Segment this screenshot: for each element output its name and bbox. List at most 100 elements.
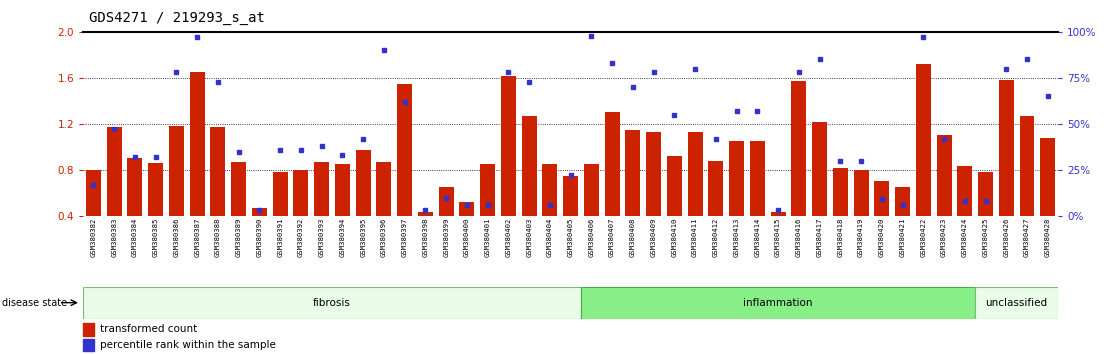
Bar — [667, 156, 681, 262]
Bar — [439, 187, 453, 262]
Text: GSM380424: GSM380424 — [962, 217, 967, 257]
Bar — [418, 212, 433, 262]
Bar — [189, 72, 205, 262]
Text: GSM380393: GSM380393 — [319, 217, 325, 257]
Bar — [936, 135, 952, 262]
Bar — [708, 161, 724, 262]
Bar — [770, 212, 786, 262]
Text: GSM380408: GSM380408 — [629, 217, 636, 257]
Bar — [148, 163, 163, 262]
Text: GSM380404: GSM380404 — [547, 217, 553, 257]
Bar — [957, 166, 972, 262]
Text: GSM380409: GSM380409 — [650, 217, 657, 257]
Bar — [791, 81, 807, 262]
Bar — [729, 141, 745, 262]
Bar — [335, 164, 350, 262]
Bar — [543, 164, 557, 262]
Text: GSM380416: GSM380416 — [796, 217, 802, 257]
Bar — [584, 164, 598, 262]
Bar — [625, 130, 640, 262]
Text: inflammation: inflammation — [743, 298, 813, 308]
Bar — [294, 170, 308, 262]
FancyBboxPatch shape — [83, 287, 581, 319]
Text: GSM380412: GSM380412 — [712, 217, 719, 257]
Bar — [895, 187, 910, 262]
Bar — [978, 172, 993, 262]
Bar — [1019, 116, 1035, 262]
Text: GSM380395: GSM380395 — [360, 217, 366, 257]
Text: GSM380400: GSM380400 — [464, 217, 470, 257]
Text: GSM380423: GSM380423 — [941, 217, 947, 257]
Bar — [127, 159, 143, 262]
Text: GSM380410: GSM380410 — [671, 217, 677, 257]
Text: GSM380392: GSM380392 — [298, 217, 304, 257]
Text: GSM380398: GSM380398 — [422, 217, 429, 257]
Text: GSM380397: GSM380397 — [402, 217, 408, 257]
Text: unclassified: unclassified — [986, 298, 1048, 308]
Bar — [232, 162, 246, 262]
Text: GSM380422: GSM380422 — [921, 217, 926, 257]
Bar — [170, 126, 184, 262]
Bar — [315, 162, 329, 262]
Text: GSM380403: GSM380403 — [526, 217, 532, 257]
Bar — [397, 84, 412, 262]
Text: transformed count: transformed count — [100, 324, 197, 334]
Text: GSM380418: GSM380418 — [838, 217, 843, 257]
Text: GSM380415: GSM380415 — [776, 217, 781, 257]
Text: GSM380407: GSM380407 — [609, 217, 615, 257]
Bar — [356, 150, 371, 262]
Bar — [460, 202, 474, 262]
Text: GSM380386: GSM380386 — [174, 217, 179, 257]
Text: GSM380399: GSM380399 — [443, 217, 449, 257]
Bar — [874, 181, 890, 262]
Bar — [812, 122, 827, 262]
Text: GSM380425: GSM380425 — [983, 217, 988, 257]
Bar — [83, 338, 94, 351]
Text: disease state: disease state — [2, 298, 68, 308]
Bar — [853, 170, 869, 262]
Text: GSM380420: GSM380420 — [879, 217, 885, 257]
Bar — [833, 168, 848, 262]
Text: GSM380390: GSM380390 — [256, 217, 263, 257]
Text: fibrosis: fibrosis — [314, 298, 351, 308]
Text: GSM380385: GSM380385 — [153, 217, 158, 257]
Text: GSM380421: GSM380421 — [900, 217, 905, 257]
Bar — [106, 127, 122, 262]
Text: GSM380387: GSM380387 — [194, 217, 201, 257]
FancyBboxPatch shape — [975, 287, 1058, 319]
Bar — [522, 116, 536, 262]
Text: GSM380413: GSM380413 — [733, 217, 739, 257]
Bar — [252, 208, 267, 262]
Text: GSM380391: GSM380391 — [277, 217, 284, 257]
Text: GSM380414: GSM380414 — [755, 217, 760, 257]
Bar — [563, 176, 578, 262]
Text: GSM380417: GSM380417 — [817, 217, 822, 257]
Text: GDS4271 / 219293_s_at: GDS4271 / 219293_s_at — [89, 11, 265, 25]
Bar — [998, 80, 1014, 262]
Text: GSM380384: GSM380384 — [132, 217, 138, 257]
Text: GSM380411: GSM380411 — [692, 217, 698, 257]
Bar — [86, 170, 101, 262]
Bar — [1040, 138, 1055, 262]
Bar — [211, 127, 225, 262]
Text: GSM380427: GSM380427 — [1024, 217, 1030, 257]
Bar — [750, 141, 765, 262]
Bar — [501, 76, 516, 262]
FancyBboxPatch shape — [581, 287, 975, 319]
Text: GSM380402: GSM380402 — [505, 217, 512, 257]
Text: GSM380383: GSM380383 — [111, 217, 117, 257]
Text: GSM380396: GSM380396 — [381, 217, 387, 257]
Text: GSM380406: GSM380406 — [588, 217, 594, 257]
Bar — [688, 132, 702, 262]
Text: GSM380394: GSM380394 — [339, 217, 346, 257]
Bar — [480, 164, 495, 262]
Bar — [605, 113, 619, 262]
Bar — [83, 323, 94, 336]
Text: GSM380389: GSM380389 — [236, 217, 242, 257]
Text: GSM380419: GSM380419 — [858, 217, 864, 257]
Text: GSM380405: GSM380405 — [567, 217, 574, 257]
Text: GSM380426: GSM380426 — [1003, 217, 1009, 257]
Bar — [273, 172, 288, 262]
Bar — [646, 132, 661, 262]
Text: GSM380388: GSM380388 — [215, 217, 220, 257]
